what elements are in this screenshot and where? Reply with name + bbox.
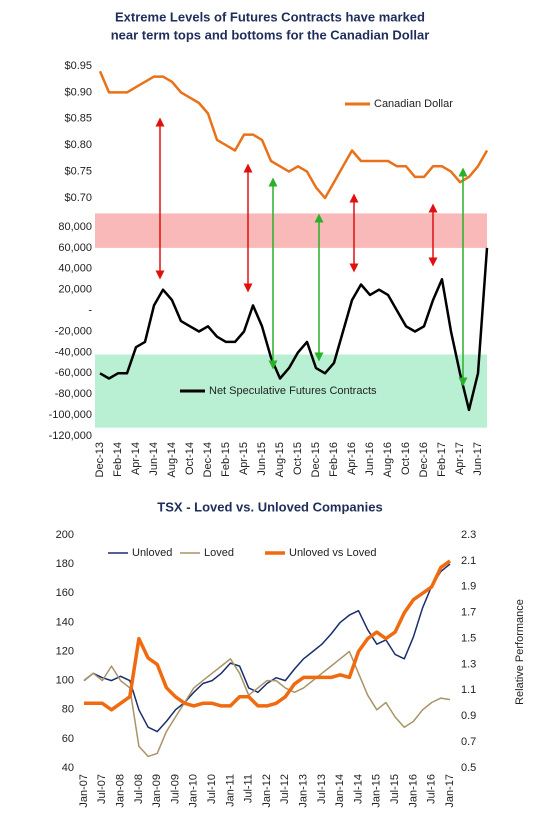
x-tick-label: Feb-17: [436, 442, 448, 477]
x-tick-label: Dec-13: [94, 442, 106, 477]
y-tick-label: -100,000: [49, 409, 92, 421]
x-tick-label: Jul-16: [426, 774, 438, 804]
x-tick-label: Oct-14: [184, 442, 196, 475]
x-tick-label: Jan-07: [78, 774, 90, 808]
legend-label: Unloved vs Loved: [289, 547, 376, 559]
x-tick-label: Jan-14: [334, 774, 346, 808]
y-tick-label: 80,000: [58, 221, 92, 233]
x-tick-label: Jul-11: [243, 774, 255, 803]
x-tick-label: Jul-13: [316, 774, 328, 804]
x-tick-label: Jan-10: [188, 774, 200, 808]
x-tick-label: Jul-08: [133, 774, 145, 804]
y-tick-label: $0.70: [64, 192, 92, 204]
y-tick-label: 180: [56, 558, 74, 570]
y-tick-label: -40,000: [55, 346, 92, 358]
chart-title: TSX - Loved vs. Unloved Companies: [157, 499, 382, 514]
x-tick-label: Apr-15: [238, 442, 250, 475]
x-tick-label: Apr-14: [130, 442, 142, 475]
y2-tick-label: 1.5: [461, 632, 476, 644]
y2-axis-label: Relative Performance: [514, 599, 526, 705]
x-tick-label: Dec-16: [418, 442, 430, 477]
y-tick-label: 20,000: [58, 284, 92, 296]
x-tick-label: Jun-14: [148, 442, 160, 476]
y-tick-label: -120,000: [49, 430, 92, 442]
x-tick-label: Apr-17: [454, 442, 466, 475]
y-tick-label: 120: [56, 645, 74, 657]
y-tick-label: 60: [62, 733, 74, 745]
x-tick-label: Aug-16: [382, 442, 394, 477]
x-tick-label: Apr-16: [346, 442, 358, 475]
x-tick-label: Feb-16: [328, 442, 340, 477]
y-tick-label: -: [88, 305, 92, 317]
y-tick-label: -20,000: [55, 325, 92, 337]
x-tick-label: Jul-10: [206, 774, 218, 804]
y-tick-label: 40: [62, 762, 74, 774]
legend-label: Canadian Dollar: [374, 98, 453, 110]
y-tick-label: $0.90: [64, 86, 92, 98]
x-tick-label: Jul-15: [389, 774, 401, 804]
x-tick-label: Jul-14: [352, 774, 364, 804]
y2-tick-label: 0.5: [461, 762, 476, 774]
band: [95, 213, 487, 248]
x-tick-label: Jan-17: [444, 774, 456, 808]
x-tick-label: Jul-12: [279, 774, 291, 804]
y2-tick-label: 1.9: [461, 581, 476, 593]
x-tick-label: Feb-14: [112, 442, 124, 477]
line: [84, 559, 452, 712]
x-tick-label: Jun-15: [256, 442, 268, 476]
x-tick-label: Jan-13: [298, 774, 310, 808]
x-tick-label: Jan-15: [371, 774, 383, 808]
legend-label: Unloved: [132, 547, 172, 559]
legend-label: Net Speculative Futures Contracts: [209, 385, 377, 397]
y-tick-label: 160: [56, 587, 74, 599]
x-tick-label: Jan-16: [407, 774, 419, 808]
y-tick-label: -80,000: [55, 388, 92, 400]
y-tick-label: 80: [62, 704, 74, 716]
chart-title: near term tops and bottoms for the Canad…: [111, 27, 430, 42]
x-tick-label: Feb-15: [220, 442, 232, 477]
x-tick-label: Jun-16: [364, 442, 376, 476]
line: [98, 70, 489, 200]
x-tick-label: Dec-15: [310, 442, 322, 477]
x-tick-label: Oct-16: [400, 442, 412, 475]
y-tick-label: 140: [56, 616, 74, 628]
x-tick-label: Aug-15: [274, 442, 286, 477]
y-tick-label: $0.95: [64, 60, 92, 72]
y2-tick-label: 1.7: [461, 607, 476, 619]
legend-label: Loved: [204, 547, 234, 559]
x-tick-label: Jan-11: [224, 774, 236, 807]
line: [99, 247, 489, 412]
y2-tick-label: 1.1: [461, 684, 476, 696]
y2-tick-label: 2.3: [461, 529, 476, 541]
x-tick-label: Jan-08: [115, 774, 127, 808]
x-tick-label: Jul-09: [169, 774, 181, 804]
y-tick-label: $0.85: [64, 113, 92, 125]
x-tick-label: Jan-09: [151, 774, 163, 808]
y-tick-label: 60,000: [58, 242, 92, 254]
y-tick-label: 100: [56, 675, 74, 687]
line: [83, 563, 451, 733]
x-tick-label: Jul-07: [96, 774, 108, 804]
x-tick-label: Dec-14: [202, 442, 214, 477]
chart-title: Extreme Levels of Futures Contracts have…: [115, 9, 425, 24]
x-tick-label: Oct-15: [292, 442, 304, 475]
y-tick-label: $0.80: [64, 139, 92, 151]
y-tick-label: -60,000: [55, 367, 92, 379]
x-tick-label: Aug-14: [166, 442, 178, 477]
x-tick-label: Jan-12: [261, 774, 273, 808]
y2-tick-label: 1.3: [461, 658, 476, 670]
x-tick-label: Jun-17: [472, 442, 484, 476]
line: [83, 650, 451, 758]
y2-tick-label: 0.7: [461, 736, 476, 748]
y-tick-label: 40,000: [58, 263, 92, 275]
y2-tick-label: 2.1: [461, 555, 476, 567]
y-tick-label: $0.75: [64, 166, 92, 178]
y-tick-label: 200: [56, 529, 74, 541]
y2-tick-label: 0.9: [461, 710, 476, 722]
